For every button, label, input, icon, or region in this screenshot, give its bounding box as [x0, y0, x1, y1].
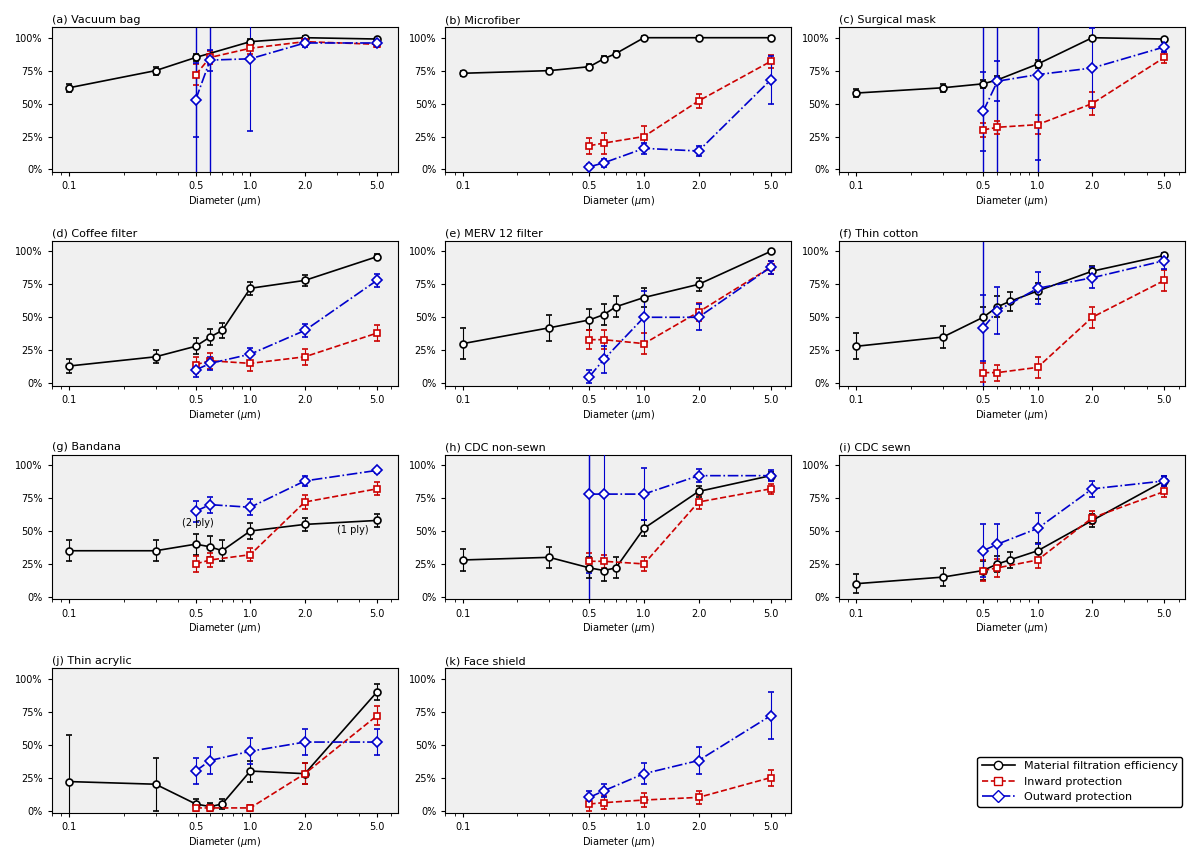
Text: (j) Thin acrylic: (j) Thin acrylic [52, 656, 131, 666]
Text: (b) Microfiber: (b) Microfiber [445, 15, 520, 25]
X-axis label: Diameter ($\mu$m): Diameter ($\mu$m) [976, 194, 1049, 208]
Text: (f) Thin cotton: (f) Thin cotton [839, 229, 918, 238]
Text: (2 ply): (2 ply) [182, 518, 214, 529]
Text: (i) CDC sewn: (i) CDC sewn [839, 442, 911, 453]
X-axis label: Diameter ($\mu$m): Diameter ($\mu$m) [188, 194, 262, 208]
X-axis label: Diameter ($\mu$m): Diameter ($\mu$m) [582, 194, 655, 208]
X-axis label: Diameter ($\mu$m): Diameter ($\mu$m) [188, 408, 262, 422]
Text: (1 ply): (1 ply) [337, 525, 368, 535]
Text: (a) Vacuum bag: (a) Vacuum bag [52, 15, 140, 25]
X-axis label: Diameter ($\mu$m): Diameter ($\mu$m) [582, 621, 655, 635]
Text: (h) CDC non-sewn: (h) CDC non-sewn [445, 442, 546, 453]
X-axis label: Diameter ($\mu$m): Diameter ($\mu$m) [582, 835, 655, 849]
Text: (c) Surgical mask: (c) Surgical mask [839, 15, 936, 25]
X-axis label: Diameter ($\mu$m): Diameter ($\mu$m) [976, 621, 1049, 635]
Legend: Material filtration efficiency, Inward protection, Outward protection: Material filtration efficiency, Inward p… [977, 757, 1182, 807]
X-axis label: Diameter ($\mu$m): Diameter ($\mu$m) [582, 408, 655, 422]
X-axis label: Diameter ($\mu$m): Diameter ($\mu$m) [976, 408, 1049, 422]
Text: (d) Coffee filter: (d) Coffee filter [52, 229, 137, 238]
X-axis label: Diameter ($\mu$m): Diameter ($\mu$m) [188, 621, 262, 635]
Text: (g) Bandana: (g) Bandana [52, 442, 120, 453]
Text: (e) MERV 12 filter: (e) MERV 12 filter [445, 229, 542, 238]
X-axis label: Diameter ($\mu$m): Diameter ($\mu$m) [188, 835, 262, 849]
Text: (k) Face shield: (k) Face shield [445, 656, 526, 666]
